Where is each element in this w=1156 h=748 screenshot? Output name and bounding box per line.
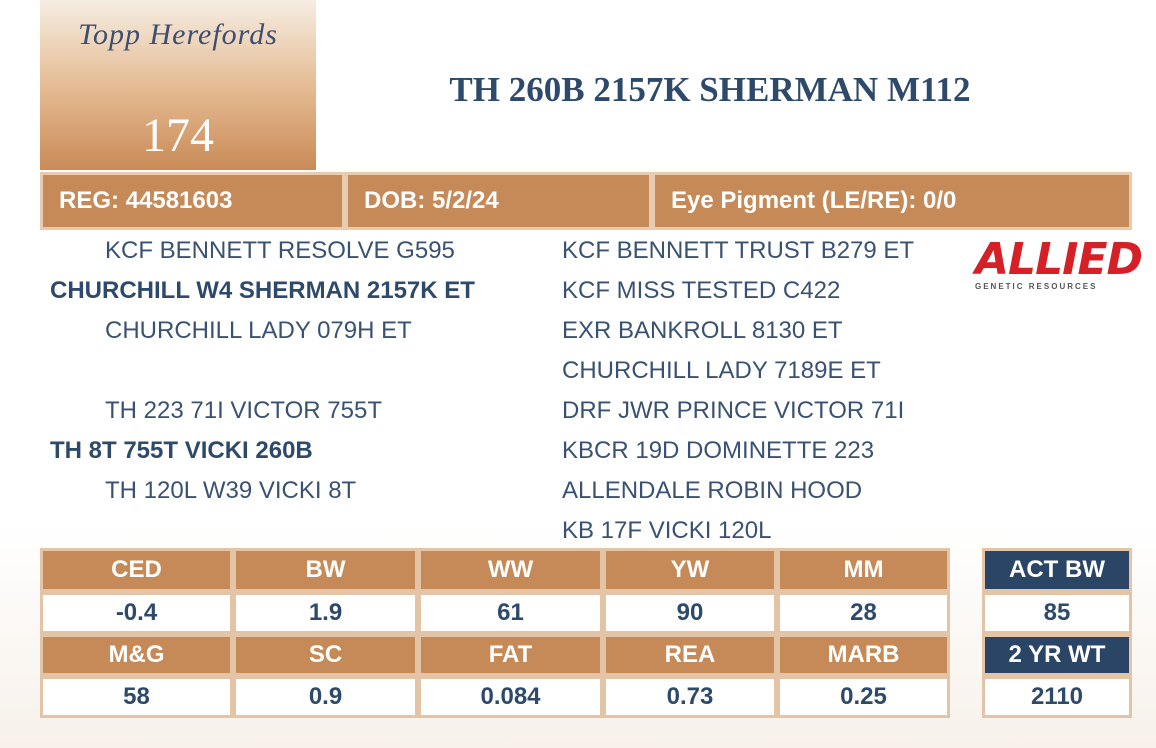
info-cell: Eye Pigment (LE/RE): 0/0 (652, 172, 1132, 230)
info-cell: REG: 44581603 (40, 172, 345, 230)
animal-great-grandparent: KB 17F VICKI 120L (562, 517, 772, 544)
epd-header: YW (603, 548, 777, 592)
epd-value: 0.9 (233, 676, 418, 718)
animal-grandparent: TH 120L W39 VICKI 8T (105, 477, 357, 504)
sponsor-logo: ALLIED GENETIC RESOURCES (975, 234, 1143, 298)
epd-value: 0.73 (603, 676, 777, 718)
actual-value: 85 (982, 592, 1132, 634)
epd-header: CED (40, 548, 233, 592)
animal-grandparent: KCF BENNETT RESOLVE G595 (105, 237, 455, 264)
epd-value: 28 (777, 592, 950, 634)
epd-value: 58 (40, 676, 233, 718)
animal-great-grandparent: EXR BANKROLL 8130 ET (562, 317, 843, 344)
actual-header: ACT BW (982, 548, 1132, 592)
epd-header: M&G (40, 634, 233, 676)
actual-value: 2110 (982, 676, 1132, 718)
lot-number: 174 (142, 109, 214, 162)
epd-value: 0.25 (777, 676, 950, 718)
sponsor-tagline: GENETIC RESOURCES (975, 282, 1098, 291)
epd-value: 0.084 (418, 676, 603, 718)
epd-value: -0.4 (40, 592, 233, 634)
animal-parent: CHURCHILL W4 SHERMAN 2157K ET (50, 277, 475, 304)
animal-great-grandparent: KCF MISS TESTED C422 (562, 277, 841, 304)
epd-header: SC (233, 634, 418, 676)
epd-header: MM (777, 548, 950, 592)
epd-value: 1.9 (233, 592, 418, 634)
info-cell: DOB: 5/2/24 (345, 172, 652, 230)
epd-header: WW (418, 548, 603, 592)
actual-header: 2 YR WT (982, 634, 1132, 676)
epd-value: 61 (418, 592, 603, 634)
epd-header: MARB (777, 634, 950, 676)
animal-great-grandparent: KBCR 19D DOMINETTE 223 (562, 437, 875, 464)
animal-great-grandparent: ALLENDALE ROBIN HOOD (562, 477, 863, 504)
epd-header: REA (603, 634, 777, 676)
sponsor-name: ALLIED (975, 234, 1143, 285)
logo-text: Topp Herefords (78, 18, 278, 51)
animal-great-grandparent: DRF JWR PRINCE VICTOR 71I (562, 397, 905, 424)
animal-grandparent: CHURCHILL LADY 079H ET (105, 317, 412, 344)
animal-parent: TH 8T 755T VICKI 260B (50, 437, 313, 464)
epd-header: FAT (418, 634, 603, 676)
epd-value: 90 (603, 592, 777, 634)
logo-block: Topp Herefords 174 (40, 0, 316, 170)
animal-grandparent: TH 223 71I VICTOR 755T (105, 397, 383, 424)
animal-great-grandparent: CHURCHILL LADY 7189E ET (562, 357, 881, 384)
animal-great-grandparent: KCF BENNETT TRUST B279 ET (562, 237, 915, 264)
epd-header: BW (233, 548, 418, 592)
title: TH 260B 2157K SHERMAN M112 (449, 70, 971, 109)
